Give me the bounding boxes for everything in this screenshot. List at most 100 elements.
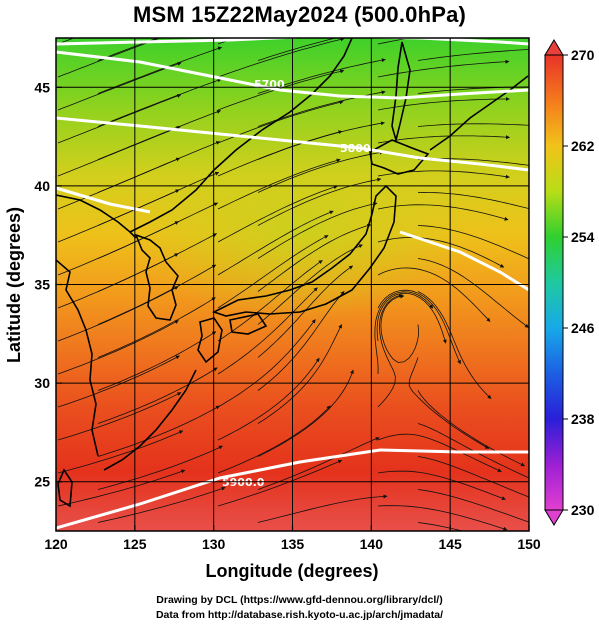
streamline [257, 290, 345, 391]
streamline [57, 189, 180, 243]
streamline [257, 324, 342, 424]
x-tick-label: 130 [202, 536, 226, 552]
streamline [97, 264, 217, 325]
streamline [97, 445, 223, 490]
streamline [377, 237, 505, 268]
streamline [57, 355, 180, 408]
contour-label-5800: 5800 [340, 142, 371, 155]
streamline [57, 61, 182, 111]
x-tick-label: 145 [438, 536, 462, 552]
x-axis-ticks: 120 125 130 135 140 145 150 [44, 525, 541, 552]
footer-drawing-credit: Drawing by DCL (https://www.gfd-dennou.o… [156, 594, 443, 606]
footer-data-credit: Data from http://database.rish.kyoto-u.a… [155, 609, 444, 621]
streamline [217, 185, 338, 243]
streamline [377, 59, 510, 78]
y-tick-label: 35 [34, 277, 50, 293]
streamline [380, 294, 420, 363]
streamline [217, 210, 334, 276]
streamline [377, 204, 509, 221]
colorbar-ticks: 270 262 254 246 238 230 [563, 47, 595, 518]
streamline [417, 390, 525, 467]
streamline [417, 191, 529, 210]
contour-5900 [56, 448, 529, 530]
streamline [217, 319, 316, 408]
streamline [217, 287, 318, 375]
y-tick-label: 30 [34, 375, 50, 391]
streamline [217, 38, 345, 78]
y-tick-label: 40 [34, 178, 50, 194]
streamline [97, 331, 217, 391]
streamline [97, 38, 159, 61]
streamline [57, 221, 179, 276]
streamline [377, 267, 491, 322]
y-axis-ticks: 25 30 35 40 45 [34, 79, 62, 490]
coastline-mainland [56, 38, 353, 239]
streamline [217, 405, 331, 474]
streamline [217, 69, 345, 111]
contour-5800 [56, 116, 529, 172]
streamline [97, 297, 216, 358]
streamline [377, 470, 506, 501]
colorbar-tick-label: 246 [571, 320, 595, 336]
streamline [417, 489, 529, 523]
y-tick-label: 25 [34, 474, 50, 490]
streamline [97, 78, 222, 127]
streamline [57, 320, 179, 375]
contour-label-5700: 5700 [254, 78, 285, 91]
streamline [417, 123, 529, 127]
x-tick-label: 135 [281, 536, 305, 552]
contour-label-5900: 5900.0 [222, 476, 265, 489]
colorbar-tick-label: 230 [571, 502, 595, 518]
streamline [97, 405, 220, 457]
streamline [57, 94, 182, 144]
streamline [257, 38, 337, 61]
colorbar-gradient [544, 54, 564, 511]
streamline [257, 202, 378, 259]
streamline [257, 369, 354, 457]
streamline [377, 97, 510, 111]
streamline [57, 286, 179, 342]
gridlines [56, 38, 529, 531]
streamline [217, 259, 323, 342]
coastline-korea [134, 233, 179, 321]
colorbar-bottom-arrow [544, 509, 564, 526]
colorbar-top-arrow [544, 39, 564, 56]
colorbar-tick-label: 270 [571, 47, 595, 63]
x-tick-label: 125 [123, 536, 147, 552]
streamline [217, 459, 343, 507]
streamline [417, 225, 529, 260]
streamline [97, 486, 226, 523]
streamline [217, 158, 341, 210]
streamline [417, 291, 492, 399]
streamline [57, 253, 179, 309]
y-axis-title: Latitude (degrees) [4, 207, 24, 363]
streamline [377, 505, 508, 531]
streamline [257, 58, 386, 94]
contour-5600 [56, 38, 529, 46]
streamline [217, 130, 343, 177]
wind-streamlines [57, 38, 529, 531]
streamline [57, 38, 162, 78]
streamline [377, 433, 502, 472]
colorbar-tick-label: 238 [571, 411, 595, 427]
coastline-china [56, 259, 99, 457]
streamline [217, 357, 320, 441]
streamline [97, 367, 218, 424]
contour-labels: 5700 5800 5900.0 [222, 78, 371, 489]
streamline [257, 223, 372, 292]
streamline [257, 150, 384, 193]
colorbar-tick-label: 262 [571, 138, 595, 154]
coastline-shikoku [229, 313, 268, 335]
x-axis-title: Longitude (degrees) [205, 561, 378, 581]
footer-credits: Drawing by DCL (https://www.gfd-dennou.o… [0, 593, 599, 623]
streamline [257, 494, 388, 523]
x-tick-label: 120 [44, 536, 68, 552]
streamline [376, 292, 447, 344]
streamline [217, 235, 329, 309]
streamline [57, 430, 184, 474]
streamline [377, 135, 510, 144]
streamline [417, 456, 529, 498]
streamline [257, 177, 382, 226]
streamline [57, 392, 182, 441]
